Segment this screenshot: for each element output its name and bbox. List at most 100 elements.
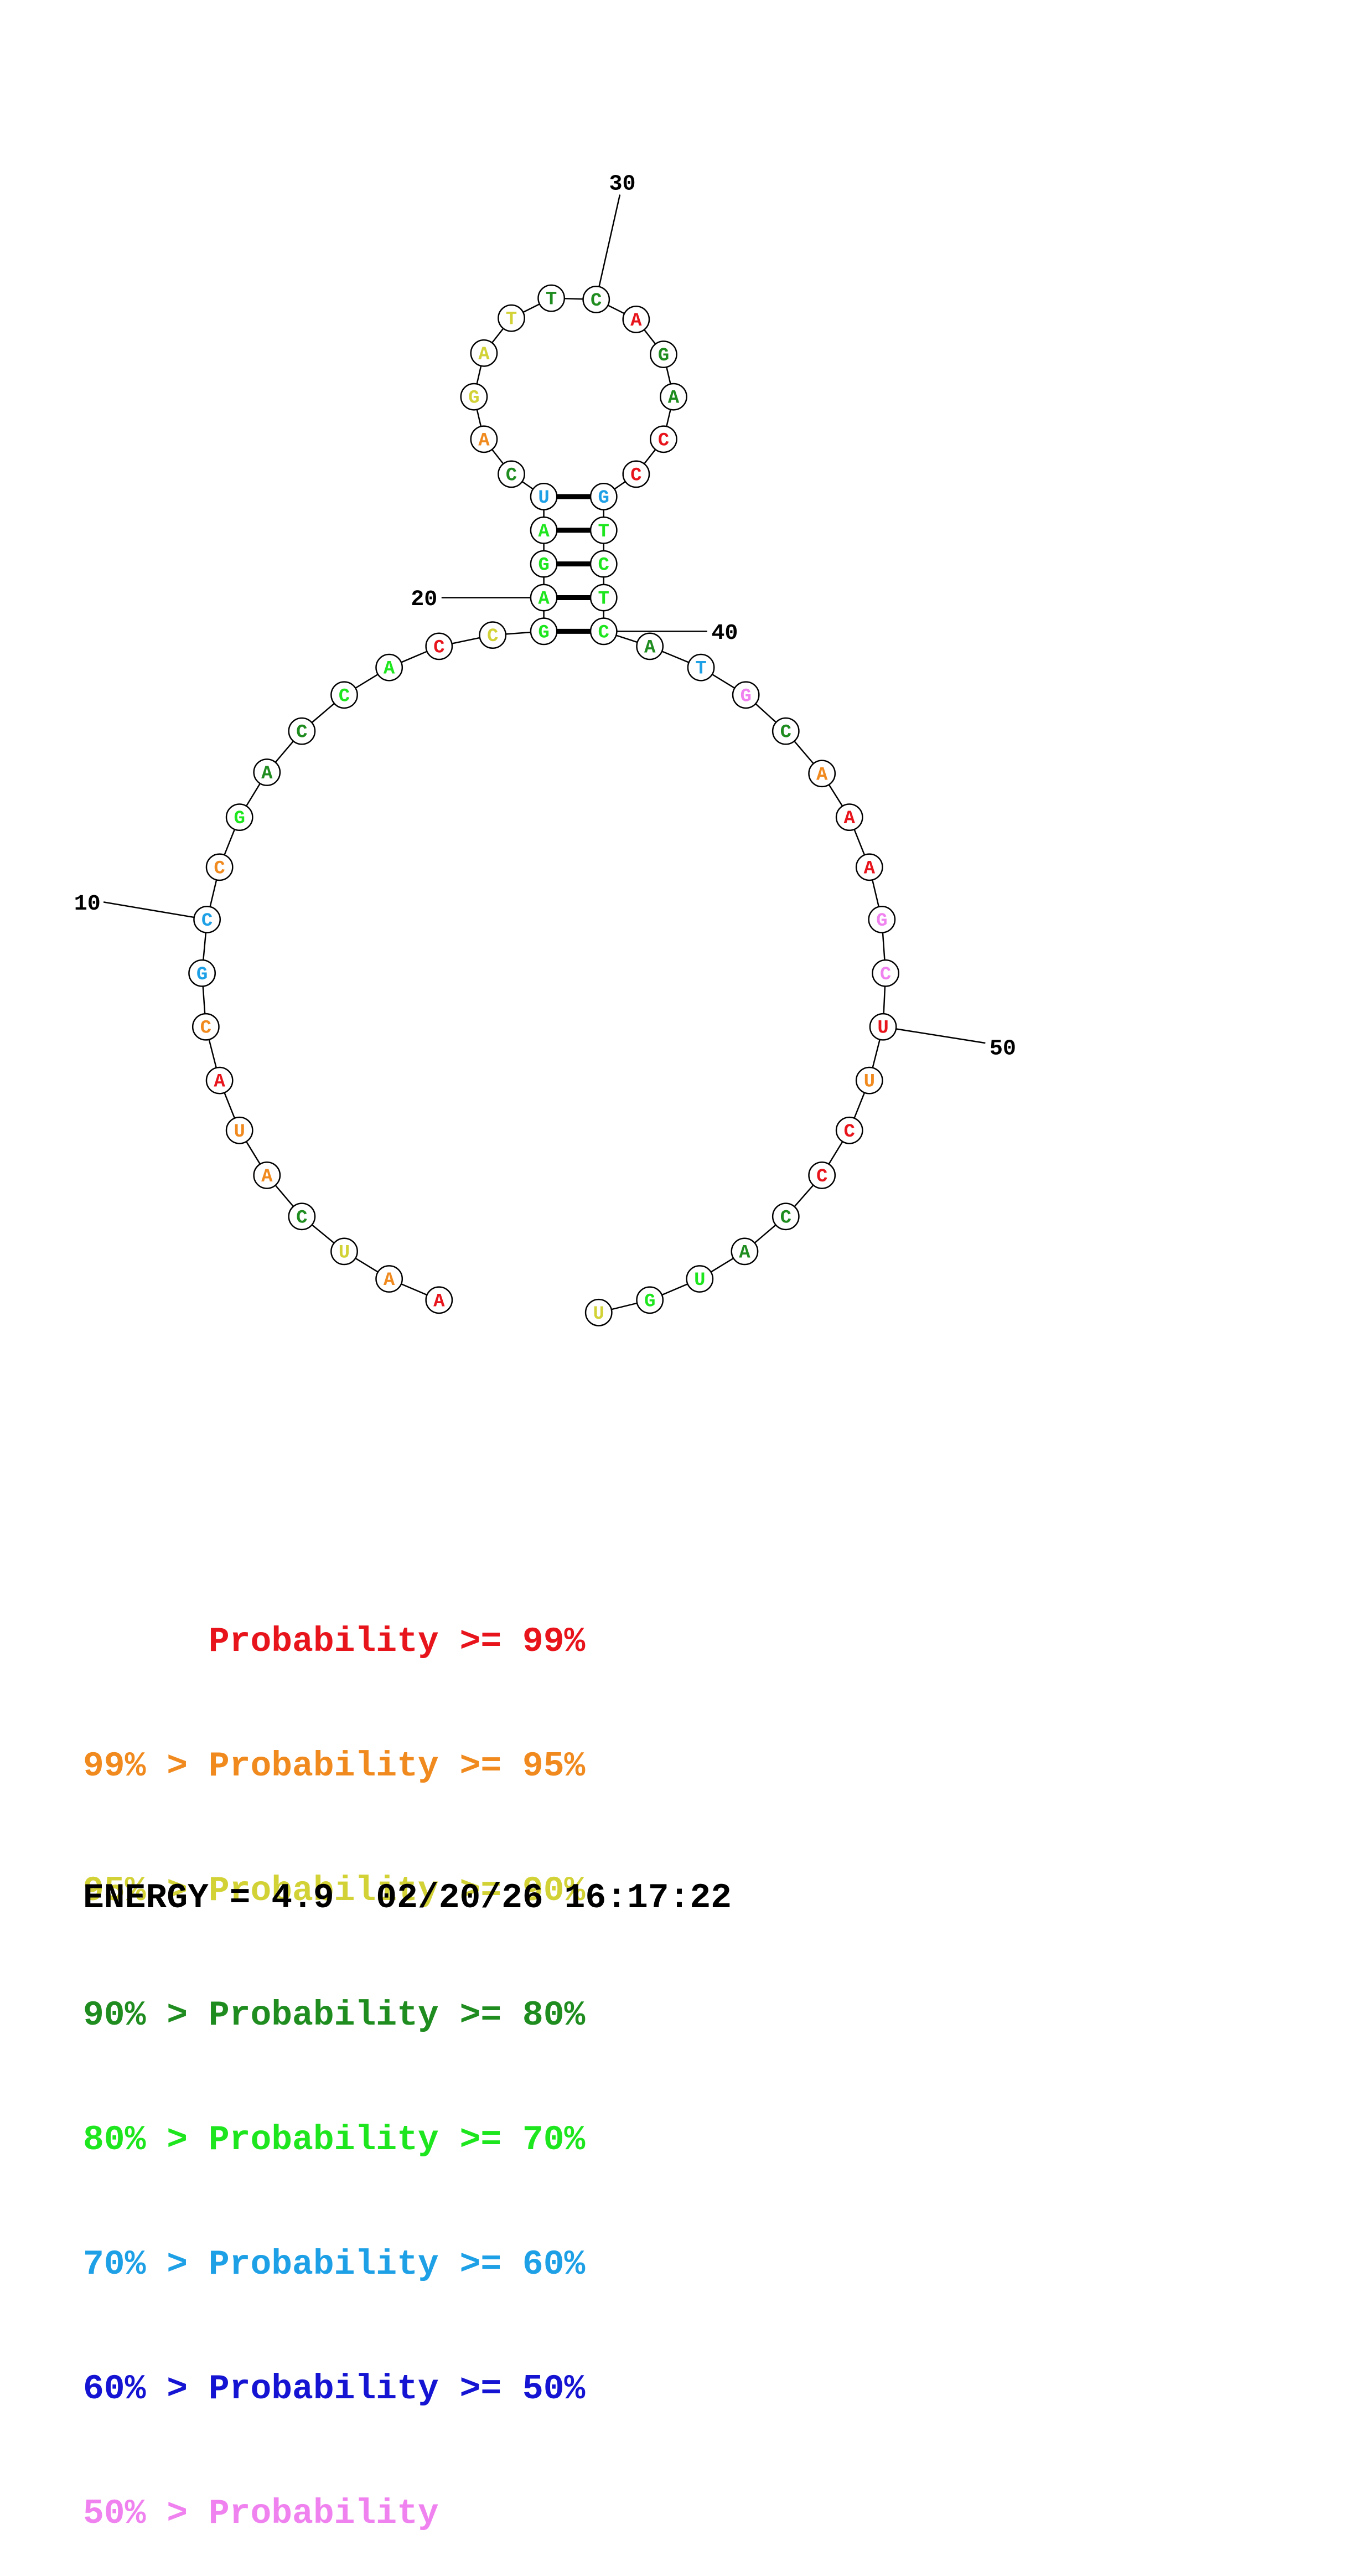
nucleotide-base: A bbox=[261, 763, 273, 784]
nucleotide-circle bbox=[772, 1202, 800, 1231]
nucleotide-7: A bbox=[205, 1066, 234, 1095]
nucleotide-base: U bbox=[593, 1304, 604, 1325]
nucleotide-circle bbox=[188, 959, 216, 987]
nucleotide-circle bbox=[498, 460, 525, 488]
nucleotide-47: A bbox=[855, 853, 883, 881]
nucleotide-base: C bbox=[630, 465, 641, 486]
nucleotide-base: T bbox=[695, 659, 706, 680]
nucleotide-circle bbox=[470, 425, 498, 453]
nucleotide-2: A bbox=[375, 1265, 403, 1293]
nucleotide-circle bbox=[868, 906, 896, 933]
nucleotide-circle bbox=[732, 681, 760, 709]
nucleotide-25: A bbox=[470, 425, 498, 453]
nucleotide-circle bbox=[872, 959, 899, 987]
nucleotide-circle bbox=[425, 1286, 453, 1314]
nucleotide-14: C bbox=[288, 717, 316, 745]
nucleotide-base: C bbox=[296, 722, 307, 744]
nucleotide-circle bbox=[589, 516, 618, 544]
nucleotide-base: C bbox=[214, 858, 225, 879]
nucleotide-26: G bbox=[460, 383, 488, 411]
nucleotide-24: C bbox=[498, 460, 525, 488]
nucleotide-base: A bbox=[478, 430, 490, 451]
nucleotide-4: C bbox=[288, 1202, 316, 1231]
nucleotide-12: G bbox=[225, 803, 253, 832]
nucleotide-circle bbox=[330, 681, 358, 709]
nucleotide-base: C bbox=[880, 964, 891, 985]
nucleotide-base: C bbox=[200, 1018, 211, 1039]
nucleotide-13: A bbox=[253, 758, 281, 786]
nucleotide-circle bbox=[253, 1161, 281, 1189]
nucleotide-48: G bbox=[868, 906, 896, 933]
nucleotide-circle bbox=[470, 339, 498, 367]
nucleotide-18: C bbox=[479, 621, 507, 649]
nucleotide-44: C bbox=[772, 717, 800, 745]
nucleotide-circle bbox=[731, 1237, 759, 1266]
nucleotide-46: A bbox=[835, 803, 863, 832]
nucleotide-base: C bbox=[339, 686, 350, 707]
nucleotide-base: U bbox=[339, 1242, 350, 1263]
nucleotide-36: G bbox=[589, 483, 618, 510]
nucleotide-base: A bbox=[844, 808, 856, 829]
nucleotide-circle bbox=[330, 1237, 358, 1266]
legend-entry-99: Probability >= 99% bbox=[83, 1622, 586, 1661]
nucleotide-circle bbox=[584, 1298, 613, 1326]
position-30-leader bbox=[596, 194, 621, 300]
nucleotide-circle bbox=[687, 653, 715, 682]
nucleotide-circle bbox=[772, 717, 800, 745]
probability-legend: Probability >= 99% 99% > Probability >= … bbox=[83, 1538, 585, 2576]
nucleotide-base: A bbox=[864, 858, 876, 879]
nucleotide-base: C bbox=[487, 626, 498, 647]
nucleotide-circle bbox=[589, 617, 618, 646]
nucleotide-circle bbox=[589, 584, 618, 612]
nucleotide-base: A bbox=[478, 344, 490, 365]
nucleotide-54: C bbox=[772, 1202, 800, 1231]
nucleotide-23: U bbox=[530, 483, 558, 510]
nucleotide-circle bbox=[855, 853, 883, 881]
nucleotide-circle bbox=[530, 617, 558, 646]
position-50-leader bbox=[883, 1026, 986, 1044]
nucleotide-base: C bbox=[780, 722, 791, 744]
nucleotide-base: G bbox=[876, 911, 887, 932]
legend-entry-95: 99% > Probability >= 95% bbox=[83, 1747, 586, 1786]
nucleotide-27: A bbox=[470, 339, 498, 367]
nucleotide-57: G bbox=[636, 1286, 664, 1314]
legend-entry-90: 95% > Probability >= 90% bbox=[83, 1871, 586, 1911]
nucleotide-40: C bbox=[589, 617, 618, 646]
nucleotide-base: T bbox=[506, 309, 517, 331]
nucleotide-base: C bbox=[658, 430, 669, 451]
nucleotide-circle bbox=[530, 516, 558, 544]
nucleotide-base: G bbox=[234, 808, 245, 829]
nucleotide-base: G bbox=[598, 488, 609, 509]
nucleotide-34: C bbox=[650, 425, 677, 453]
nucleotide-51: U bbox=[855, 1066, 883, 1095]
nucleotide-22: A bbox=[530, 516, 558, 544]
nucleotide-circle bbox=[530, 483, 558, 510]
nucleotide-circle bbox=[589, 483, 618, 510]
nucleotide-base: C bbox=[201, 911, 213, 932]
nucleotide-base: C bbox=[433, 637, 444, 658]
nucleotide-circle bbox=[425, 632, 453, 660]
nucleotide-base: G bbox=[468, 388, 479, 409]
nucleotide-circle bbox=[253, 758, 281, 786]
nucleotide-base: A bbox=[816, 765, 828, 786]
nucleotide-base: C bbox=[816, 1166, 827, 1188]
nucleotide-base: A bbox=[261, 1166, 273, 1188]
nucleotide-circle bbox=[622, 306, 650, 333]
nucleotide-11: C bbox=[205, 853, 234, 881]
nucleotide-16: A bbox=[375, 653, 403, 682]
nucleotide-base: U bbox=[538, 488, 549, 509]
nucleotide-28: T bbox=[498, 304, 525, 332]
nucleotide-circle bbox=[375, 1265, 403, 1293]
nucleotide-circle bbox=[622, 460, 650, 488]
nucleotide-base: G bbox=[538, 622, 549, 643]
nucleotide-5: A bbox=[253, 1161, 281, 1189]
nucleotide-1: A bbox=[425, 1286, 453, 1314]
nucleotide-circle bbox=[589, 550, 618, 578]
nucleotide-circle bbox=[225, 803, 253, 832]
nucleotide-38: C bbox=[589, 550, 618, 578]
nucleotide-50: U bbox=[869, 1013, 897, 1041]
nucleotide-55: A bbox=[731, 1237, 759, 1266]
nucleotide-circle bbox=[650, 340, 677, 368]
legend-entry-70: 80% > Probability >= 70% bbox=[83, 2120, 586, 2160]
